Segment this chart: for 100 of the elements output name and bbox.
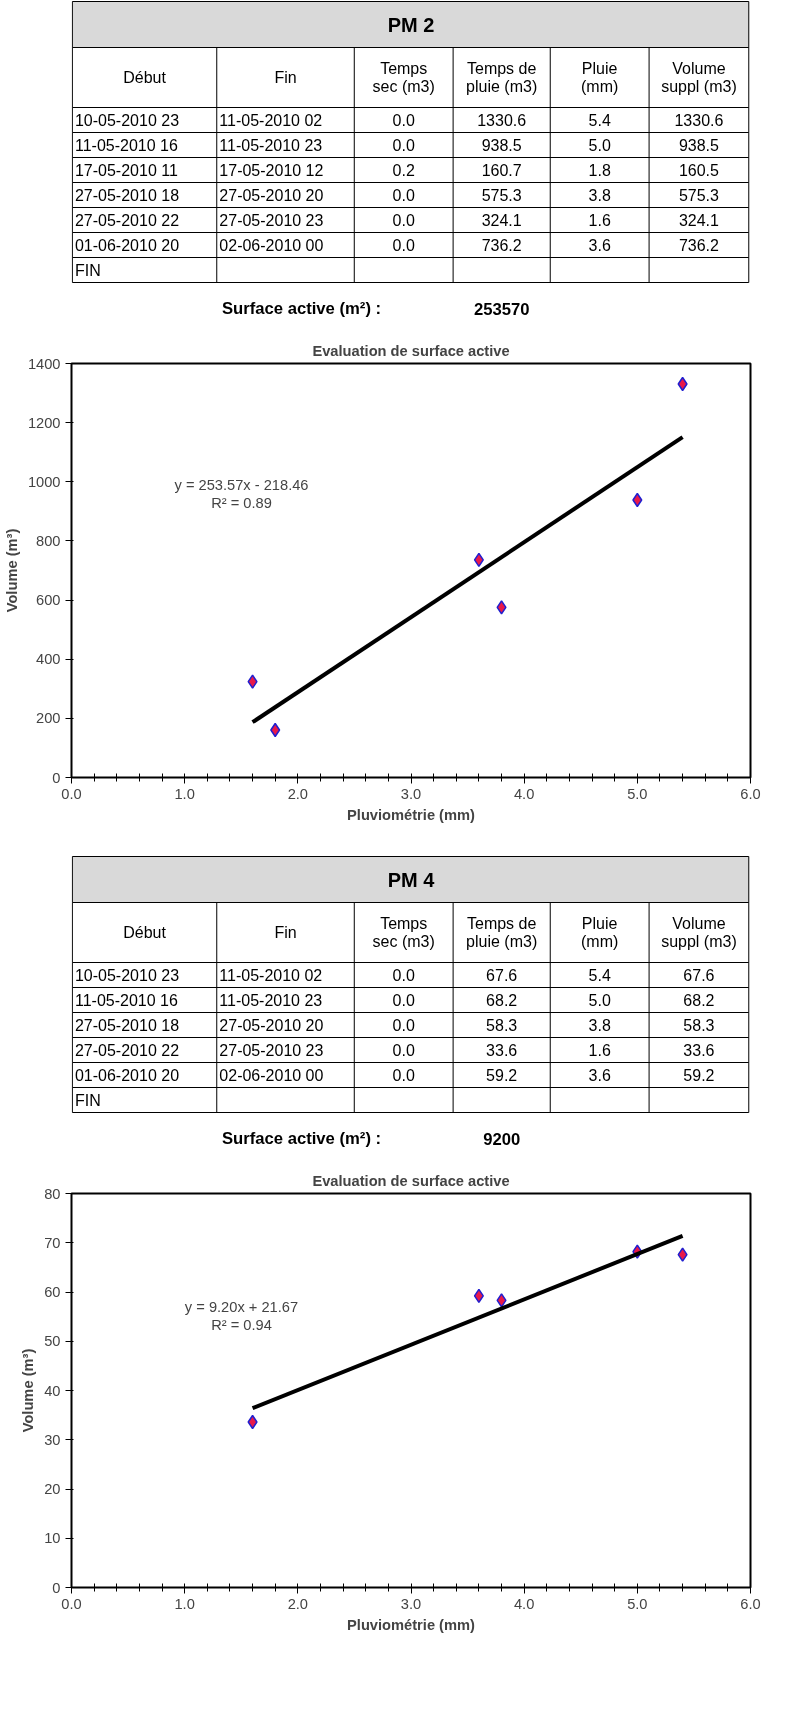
x-tick-label: 1.0 — [174, 785, 195, 802]
text: 68.2 — [683, 992, 715, 1009]
text: 0.0 — [392, 112, 415, 129]
text: Volume suppl (m3) — [661, 59, 737, 96]
text: 575.3 — [678, 187, 720, 204]
text: Pluie (mm) — [581, 914, 619, 951]
text: 33.6 — [683, 1042, 715, 1059]
text: 1330.6 — [674, 112, 724, 129]
y-tick-label: 50 — [44, 1333, 61, 1350]
y-tick-label: 400 — [36, 651, 61, 668]
text: 0.0 — [392, 967, 415, 984]
text: 1330.6 — [477, 112, 527, 129]
text: 324.1 — [481, 212, 522, 229]
text: 27-05-2010 23 — [219, 1041, 324, 1059]
text: 10-05-2010 23 — [74, 966, 180, 984]
y-tick-label: 1000 — [27, 473, 61, 490]
y-axis-title: Volume (m³) — [20, 1348, 37, 1433]
text: 17-05-2010 11 — [74, 161, 178, 179]
text: 27-05-2010 22 — [74, 211, 180, 229]
y-tick-label: 10 — [44, 1530, 61, 1547]
y-tick-label: 40 — [44, 1382, 61, 1399]
text: Surface active (m²) : — [221, 1129, 382, 1148]
text: Fin — [274, 69, 297, 86]
text: 5.0 — [588, 137, 611, 154]
text: Surface active (m²) : — [221, 299, 382, 318]
text: 11-05-2010 02 — [219, 111, 323, 129]
text: 11-05-2010 02 — [219, 966, 323, 984]
text: Temps de pluie (m3) — [466, 914, 538, 951]
text: 27-05-2010 18 — [74, 1016, 180, 1034]
text: Temps sec (m3) — [372, 914, 435, 951]
text: Pluie (mm) — [581, 59, 619, 96]
text: 11-05-2010 23 — [219, 136, 323, 154]
text: 59.2 — [486, 1067, 518, 1084]
text: Volume suppl (m3) — [661, 914, 737, 951]
y-tick-label: 800 — [36, 532, 61, 549]
y-tick-label: 600 — [36, 592, 61, 609]
text: 10-05-2010 23 — [74, 111, 180, 129]
text: 0.0 — [392, 212, 415, 229]
text: 27-05-2010 23 — [219, 211, 324, 229]
text: Début — [123, 924, 167, 941]
x-tick-label: 5.0 — [627, 1595, 648, 1612]
x-tick-label: 4.0 — [513, 1595, 535, 1612]
text: 938.5 — [481, 137, 522, 154]
chart-title: Evaluation de surface active — [312, 1172, 510, 1189]
y-tick-label: 80 — [44, 1185, 61, 1202]
text: 27-05-2010 22 — [74, 1041, 180, 1059]
text: 27-05-2010 18 — [74, 186, 180, 204]
annotation: y = 253.57x - 218.46 — [174, 477, 309, 494]
text: PM 2 — [387, 13, 435, 36]
chart-title: Evaluation de surface active — [312, 342, 510, 359]
text: Début — [123, 69, 167, 86]
y-tick-label: 0 — [52, 769, 61, 786]
text: 5.0 — [588, 992, 611, 1009]
text: 1.8 — [588, 162, 611, 179]
text: 3.8 — [588, 1017, 611, 1034]
text: 27-05-2010 20 — [219, 1016, 324, 1034]
text: 02-06-2010 00 — [219, 1066, 324, 1084]
text: 0.0 — [392, 1067, 415, 1084]
text: 736.2 — [481, 237, 522, 254]
text: 0.0 — [392, 1017, 415, 1034]
text: 160.5 — [678, 162, 720, 179]
x-axis-title: Pluviométrie (mm) — [347, 1616, 476, 1633]
x-tick-label: 0.0 — [61, 785, 82, 802]
text: 0.0 — [392, 137, 415, 154]
x-tick-label: 6.0 — [740, 1595, 761, 1612]
text: 01-06-2010 20 — [74, 236, 180, 254]
text: 575.3 — [481, 187, 522, 204]
text: 67.6 — [683, 967, 715, 984]
text: 27-05-2010 20 — [219, 186, 324, 204]
y-tick-label: 20 — [44, 1481, 61, 1497]
text: PM 4 — [387, 868, 436, 891]
y-tick-label: 60 — [44, 1284, 61, 1300]
annotation: R² = 0.89 — [211, 495, 272, 512]
x-tick-label: 4.0 — [513, 785, 535, 802]
y-tick-label: 200 — [36, 710, 61, 727]
text: 58.3 — [683, 1017, 715, 1034]
x-tick-label: 5.0 — [627, 785, 648, 802]
y-tick-label: 1400 — [27, 355, 61, 372]
text: FIN — [74, 261, 101, 279]
text: 938.5 — [678, 137, 720, 154]
annotation: y = 9.20x + 21.67 — [184, 1298, 299, 1315]
annotation: R² = 0.94 — [211, 1316, 272, 1333]
text: 3.8 — [588, 187, 611, 204]
text: 3.6 — [588, 1067, 611, 1084]
text: 11-05-2010 23 — [219, 991, 323, 1009]
text: 736.2 — [678, 237, 720, 254]
x-tick-label: 6.0 — [740, 785, 761, 802]
text: 5.4 — [588, 112, 611, 129]
text: 1.6 — [588, 1042, 611, 1059]
text: 02-06-2010 00 — [219, 236, 324, 254]
text: 3.6 — [588, 237, 611, 254]
x-tick-label: 3.0 — [400, 785, 422, 802]
text: 0.0 — [392, 187, 415, 204]
text: 01-06-2010 20 — [74, 1066, 180, 1084]
text: 0.0 — [392, 1042, 415, 1059]
text: 67.6 — [486, 967, 518, 984]
text: Fin — [274, 924, 297, 941]
y-tick-label: 70 — [44, 1234, 61, 1251]
text: Temps de pluie (m3) — [466, 59, 538, 96]
text: 0.0 — [392, 992, 415, 1009]
